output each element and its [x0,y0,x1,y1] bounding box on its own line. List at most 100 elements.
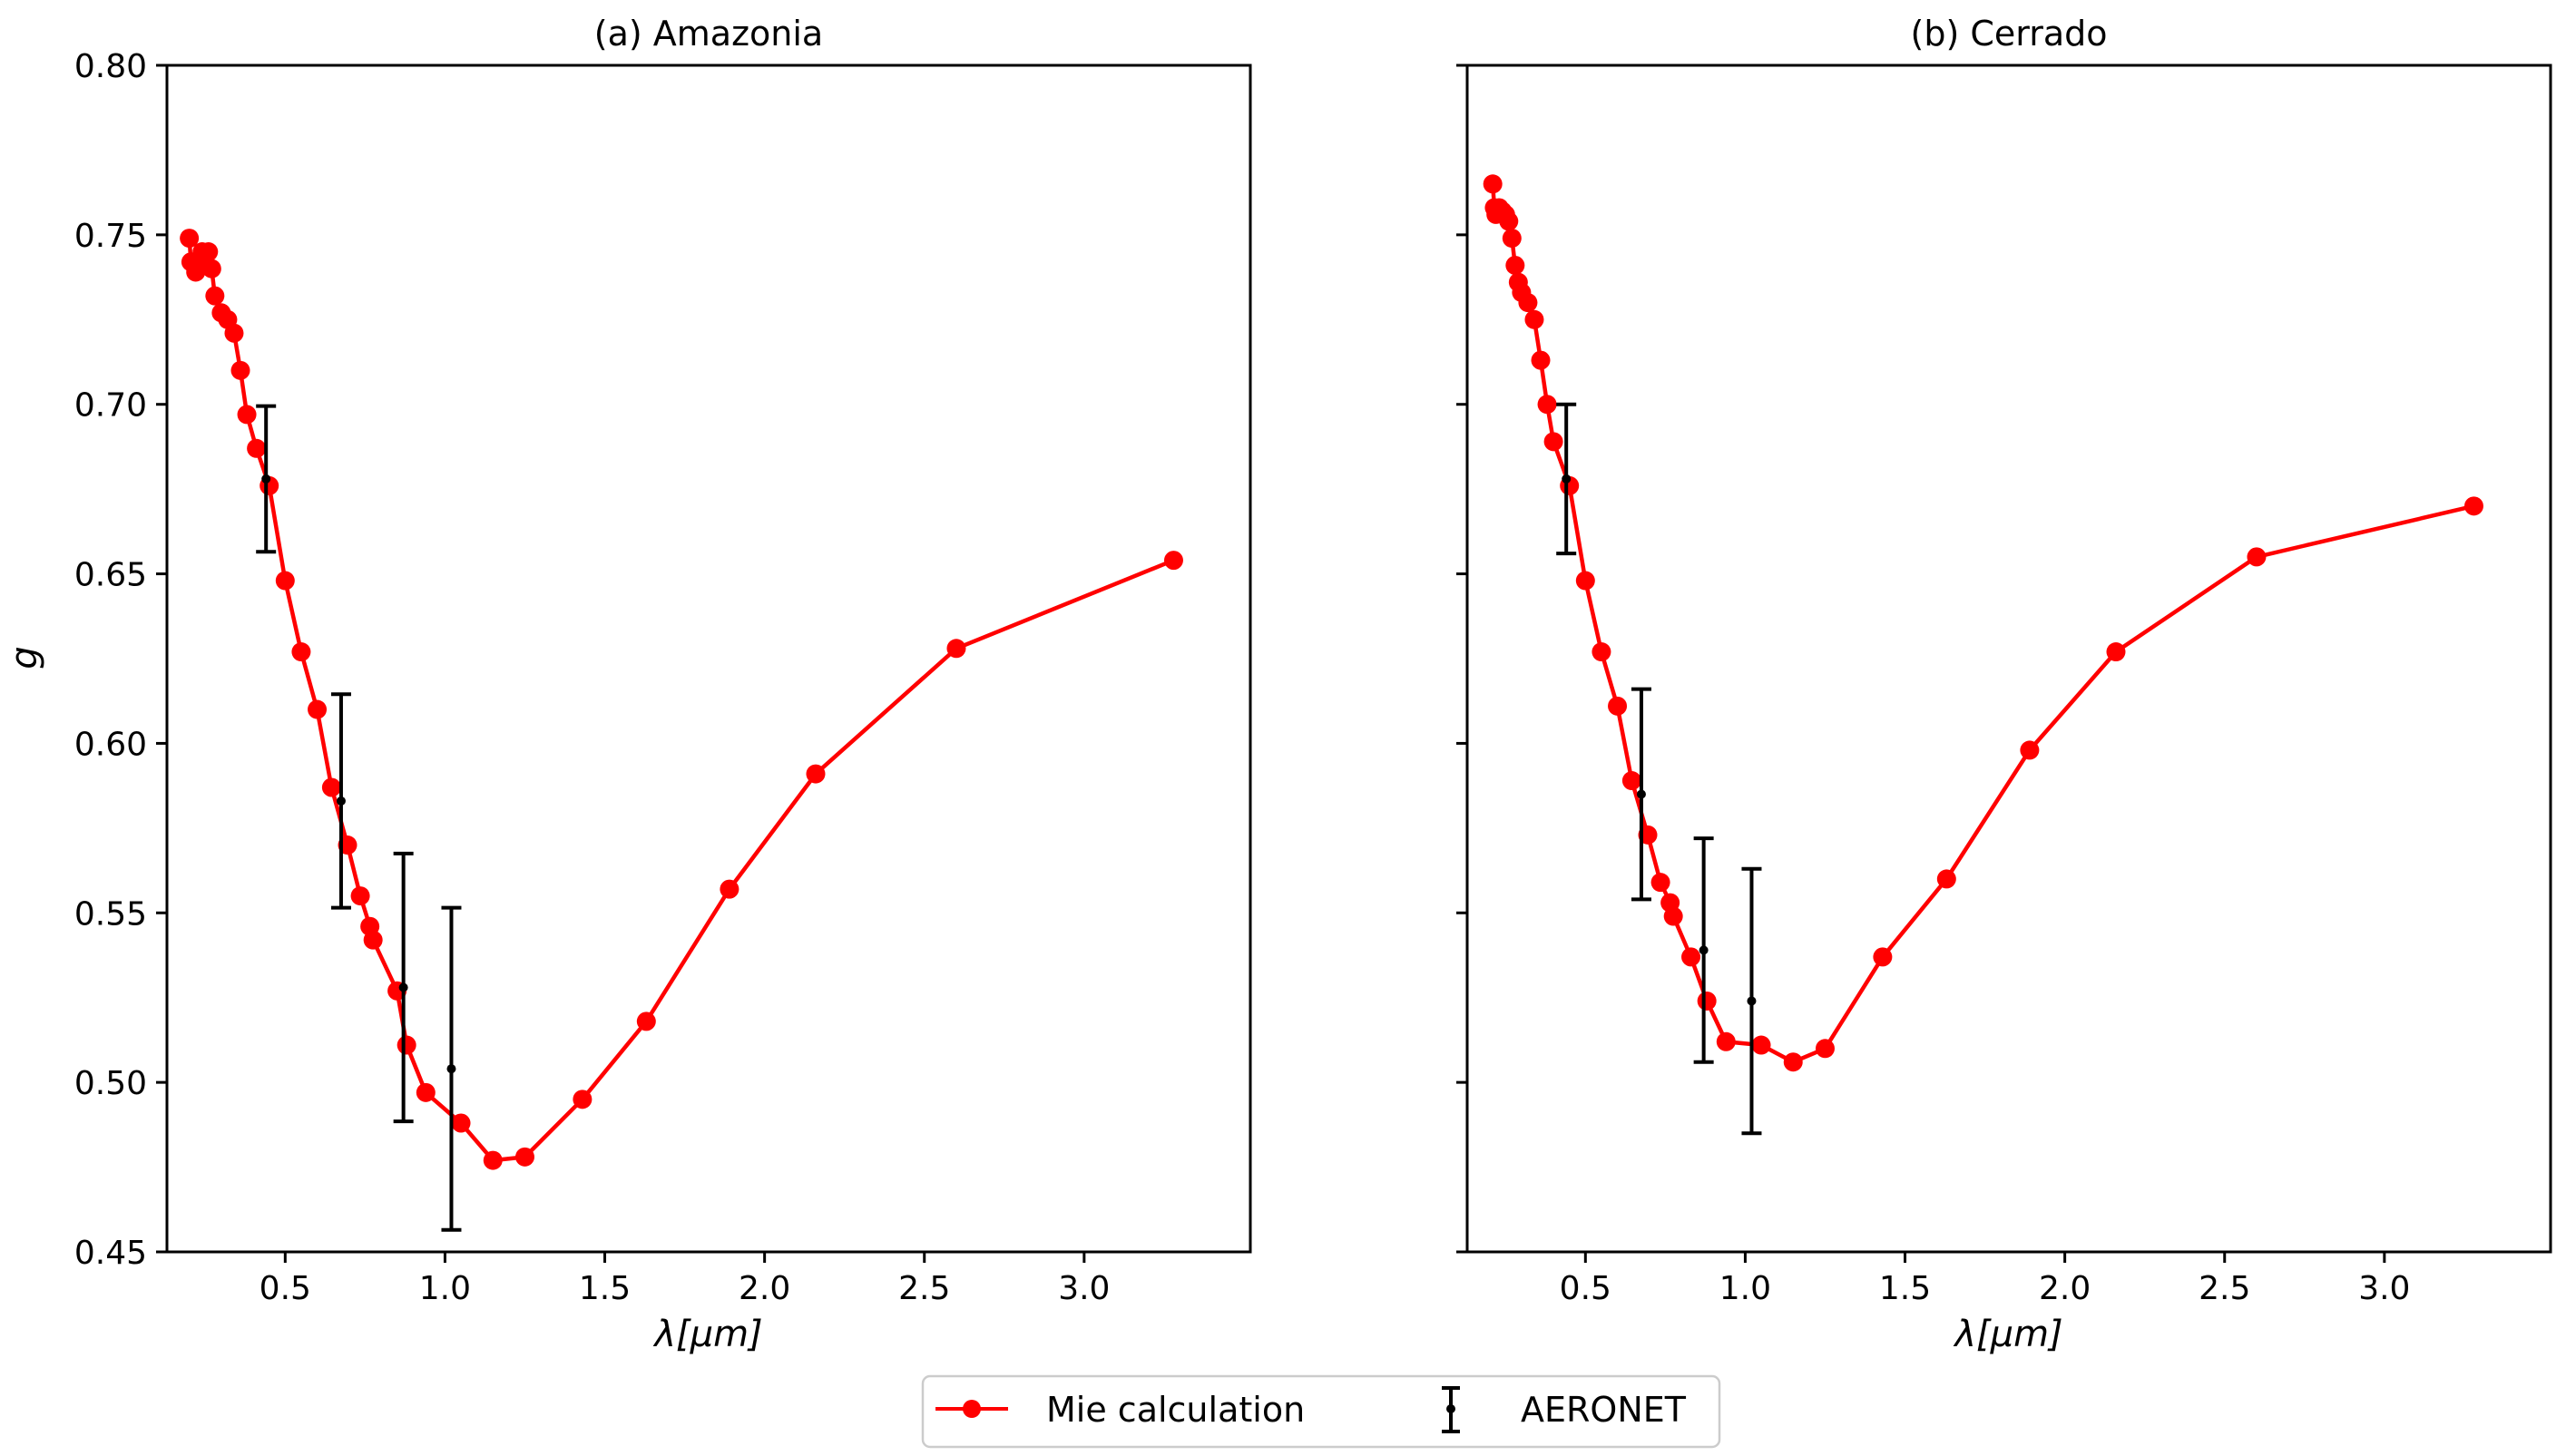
mie-calculation-point [1505,255,1525,275]
mie-calculation-point [1575,571,1595,591]
mie-calculation-point [201,259,221,278]
y-tick-label: 0.80 [74,48,147,85]
mie-calculation-point [2463,496,2483,516]
mie-calculation-point [205,286,225,306]
mie-calculation-point [199,242,219,262]
mie-calculation-point [1681,947,1701,967]
x-tick-label: 2.5 [898,1270,950,1307]
axes-frame-amazonia [165,64,1252,1254]
mie-calculation-point [1524,309,1544,329]
panel-cerrado: (b) Cerrado 0.5 1.0 1.5 2.0 2.5 3.0 λ[μm] [1456,14,2552,1355]
legend-mie-label: Mie calculation [1046,1390,1305,1430]
aeronet-errorbar [441,905,462,1232]
aeronet-point [1636,789,1646,799]
mie-calculation-point [1518,293,1538,313]
mie-calculation-point [573,1090,593,1109]
aeronet-errorbar [1631,687,1651,902]
y-axis-label: g [4,646,45,669]
x-tick-label: 0.5 [1560,1270,1611,1307]
y-tick-label: 0.50 [74,1065,147,1102]
legend-aeronet-marker [1446,1404,1455,1413]
mie-calculation-point [1751,1035,1771,1055]
mie-calculation-point [806,764,826,784]
mie-calculation-point [291,642,311,662]
legend-mie-marker [963,1400,981,1418]
mie-calculation-point [1608,696,1628,716]
x-axis-label-amazonia: λ[μm] [652,1314,762,1355]
aeronet-point [1699,945,1709,955]
mie-calculation-point [1697,991,1717,1011]
aeronet-point [1747,996,1757,1006]
legend-aeronet-label: AERONET [1521,1390,1687,1430]
mie-calculation-point [247,438,267,458]
x-tick-label: 1.0 [419,1270,471,1307]
aeronet-errorbar [393,851,414,1124]
mie-calculation-point [1543,432,1563,452]
mie-calculation-point [1592,642,1611,662]
x-tick-label: 1.5 [1879,1270,1931,1307]
x-tick-label: 2.5 [2199,1270,2250,1307]
y-tick-label: 0.65 [74,557,147,594]
x-tick-label: 1.5 [579,1270,631,1307]
axes-frame-cerrado [1465,64,2552,1254]
aeronet-errorbar [1556,402,1577,556]
mie-calculation-point [1936,869,1956,889]
mie-calculation-point [321,777,341,797]
mie-calculation-point [451,1113,471,1133]
mie-calculation-point [1650,873,1670,893]
aeronet-point [336,796,346,806]
x-tick-label: 3.0 [1058,1270,1110,1307]
aeronet-point [1562,474,1572,484]
mie-calculation-point [363,930,383,950]
plot-area-amazonia [180,229,1183,1232]
mie-calculation-point [1499,211,1519,231]
aeronet-point [398,982,408,992]
mie-calculation-point [1716,1031,1736,1051]
x-tick-label: 1.0 [1719,1270,1771,1307]
x-tick-label: 0.5 [260,1270,311,1307]
mie-calculation-point [720,879,739,899]
mie-calculation-point [275,571,295,591]
mie-calculation-point [2020,740,2040,760]
mie-calculation-point [1163,551,1183,571]
mie-calculation-point [483,1150,503,1170]
legend-box [921,1374,1721,1449]
aeronet-errorbar [1741,866,1762,1136]
legend: Mie calculation AERONET [921,1374,1721,1449]
mie-calculation-point [636,1011,656,1031]
mie-calculation-point [514,1147,534,1167]
mie-calculation-point [1873,947,1893,967]
panel-title-amazonia: (a) Amazonia [594,14,823,54]
mie-calculation-point [1663,906,1683,926]
axes-cerrado: 0.5 1.0 1.5 2.0 2.5 3.0 [1456,64,2410,1307]
axes-amazonia: 0.5 1.0 1.5 2.0 2.5 3.0 0.45 0.50 0.55 0.60 0.65 0.… [74,48,1111,1307]
y-tick-label: 0.55 [74,895,147,933]
x-tick-label: 2.0 [2039,1270,2091,1307]
mie-calculation-point [2106,642,2126,662]
mie-calculation-point [416,1082,436,1102]
mie-calculation-point [2247,547,2267,567]
y-tick-label: 0.75 [74,218,147,255]
mie-calculation-point [1537,395,1557,415]
y-tick-label: 0.70 [74,387,147,425]
x-axis-label-cerrado: λ[μm] [1953,1314,2062,1355]
plot-area-cerrado [1483,174,2483,1136]
mie-calculation-point [1621,771,1641,791]
mie-calculation-point [946,639,966,659]
y-tick-label: 0.60 [74,726,147,763]
mie-calculation-point [1483,174,1503,194]
mie-calculation-point [237,405,257,425]
x-tick-label: 2.0 [739,1270,790,1307]
aeronet-errorbar [256,404,277,554]
panel-amazonia: (a) Amazonia g 0.5 1.0 1.5 2.0 2.5 3.00.450.5… [4,14,1252,1355]
mie-calculation-point [230,360,250,380]
mie-calculation-point [180,229,200,249]
aeronet-point [446,1064,456,1074]
panel-title-cerrado: (b) Cerrado [1911,14,2108,54]
aeronet-errorbar [1693,836,1714,1064]
mie-calculation-point [224,323,244,343]
mie-calculation-point [1783,1052,1803,1072]
aeronet-point [261,474,271,484]
